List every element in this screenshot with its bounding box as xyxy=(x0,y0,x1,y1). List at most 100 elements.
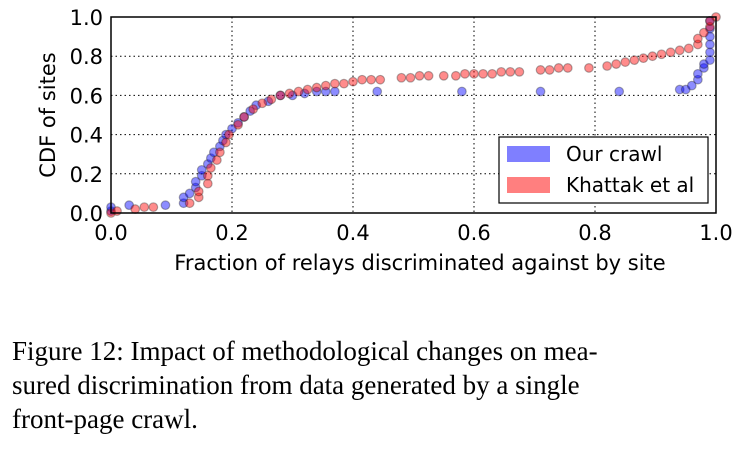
point-our-crawl xyxy=(184,188,195,199)
point-our-crawl xyxy=(227,123,237,134)
point-khattak xyxy=(396,72,407,83)
point-our-crawl xyxy=(233,117,243,128)
y-tick-label: 0.8 xyxy=(70,45,103,69)
point-khattak xyxy=(148,202,159,213)
point-our-crawl xyxy=(692,74,703,85)
point-our-crawl xyxy=(196,164,207,175)
point-our-crawl xyxy=(196,170,207,181)
point-our-crawl xyxy=(263,96,274,107)
point-khattak xyxy=(184,198,195,209)
point-our-crawl xyxy=(705,23,715,34)
point-khattak xyxy=(544,65,555,75)
x-tick-label: 0.6 xyxy=(457,221,490,245)
point-khattak xyxy=(275,90,286,101)
point-khattak xyxy=(329,78,340,89)
tick-labels: 0.0 0.2 0.4 0.6 0.8 1.0 0.0 0.2 0.4 0.6 0.8 1.0 xyxy=(70,6,733,245)
point-khattak xyxy=(205,163,216,173)
point-khattak xyxy=(202,170,213,181)
point-our-crawl xyxy=(245,106,256,116)
point-khattak xyxy=(366,74,377,85)
point-our-crawl xyxy=(692,68,703,79)
point-khattak xyxy=(469,68,479,79)
cdf-chart: 0.0 0.2 0.4 0.6 0.8 1.0 0.0 0.2 0.4 0.6 0.8 1.0 Fra… xyxy=(36,6,733,275)
point-our-crawl xyxy=(205,153,216,164)
point-our-crawl xyxy=(699,59,709,69)
legend: Our crawl Khattak et al xyxy=(498,136,709,204)
point-khattak xyxy=(293,86,304,97)
x-tick-label: 1.0 xyxy=(699,221,732,245)
point-khattak xyxy=(535,65,546,75)
point-khattak xyxy=(487,68,498,79)
point-khattak xyxy=(553,63,564,73)
point-our-crawl xyxy=(705,39,715,50)
point-our-crawl xyxy=(190,176,201,187)
caption-line: front-page crawl. xyxy=(12,404,198,434)
point-our-crawl xyxy=(705,47,715,58)
point-khattak xyxy=(211,155,222,165)
point-khattak xyxy=(266,94,277,105)
point-khattak xyxy=(460,68,470,79)
point-our-crawl xyxy=(239,112,250,122)
point-khattak xyxy=(692,33,703,44)
point-our-crawl xyxy=(287,90,298,101)
point-our-crawl xyxy=(699,63,709,73)
point-our-crawl xyxy=(218,135,228,146)
point-our-crawl xyxy=(251,100,262,111)
point-khattak xyxy=(239,112,250,122)
point-our-crawl xyxy=(208,147,219,158)
point-khattak xyxy=(514,66,525,77)
point-khattak xyxy=(224,129,234,140)
point-khattak xyxy=(375,74,386,85)
point-our-crawl xyxy=(160,200,171,211)
point-our-crawl xyxy=(190,182,201,193)
point-khattak xyxy=(584,63,594,73)
point-khattak xyxy=(193,192,204,203)
point-our-crawl xyxy=(124,200,135,211)
y-tick-label: 0.4 xyxy=(70,124,103,148)
plot-frame xyxy=(110,16,717,214)
data-points xyxy=(106,12,721,218)
point-khattak xyxy=(193,186,204,197)
point-khattak xyxy=(139,202,150,213)
y-axis-label: CDF of sites xyxy=(36,52,60,177)
point-khattak xyxy=(311,82,322,93)
point-our-crawl xyxy=(299,88,310,99)
point-khattak xyxy=(638,53,649,64)
point-our-crawl xyxy=(178,192,189,203)
point-our-crawl xyxy=(705,31,715,42)
point-khattak xyxy=(257,98,268,109)
point-khattak xyxy=(438,70,449,81)
point-our-crawl xyxy=(320,86,331,97)
point-khattak xyxy=(683,43,694,54)
legend-label-khattak: Khattak et al xyxy=(566,173,694,197)
caption-line: Figure 12: Impact of methodological chan… xyxy=(12,336,598,366)
y-tick-label: 1.0 xyxy=(70,6,103,30)
point-khattak xyxy=(692,39,703,50)
caption-line: sured discrimination from data generated… xyxy=(12,370,580,400)
point-khattak xyxy=(629,55,640,66)
point-our-crawl xyxy=(535,86,546,97)
point-khattak xyxy=(233,119,243,130)
point-khattak xyxy=(656,49,667,60)
legend-swatch-our-crawl xyxy=(507,146,550,162)
point-khattak xyxy=(450,70,461,81)
point-khattak xyxy=(699,27,709,38)
point-khattak xyxy=(348,76,358,87)
point-our-crawl xyxy=(178,198,189,209)
x-tick-label: 0.4 xyxy=(336,221,369,245)
point-our-crawl xyxy=(680,84,691,95)
legend-swatch-khattak xyxy=(507,177,550,193)
x-tick-label: 0.2 xyxy=(215,221,248,245)
point-khattak xyxy=(202,178,213,189)
point-our-crawl xyxy=(311,86,322,97)
point-khattak xyxy=(302,84,313,95)
point-our-crawl xyxy=(221,129,231,140)
point-khattak xyxy=(496,66,507,77)
point-khattak xyxy=(705,21,715,32)
point-khattak xyxy=(505,66,516,77)
x-tick-label: 0.8 xyxy=(578,221,611,245)
point-khattak xyxy=(248,104,259,115)
point-khattak xyxy=(357,74,367,85)
point-khattak xyxy=(674,45,685,56)
legend-label-our-crawl: Our crawl xyxy=(566,142,662,166)
